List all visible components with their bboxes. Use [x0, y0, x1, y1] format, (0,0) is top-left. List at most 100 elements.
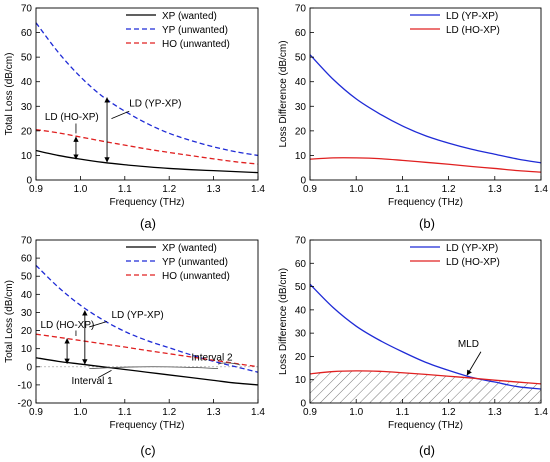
- y-tick-label: 0: [26, 362, 32, 373]
- chart-panel-d: 0 10 20 30 40 50 60 70 0.9 1.0 1.1 1.2 1.3 1.4 Frequen…: [278, 236, 548, 459]
- x-tick-label: 0.9: [303, 184, 317, 195]
- panel-caption: (a): [140, 216, 156, 231]
- y-tick-label: 30: [295, 102, 307, 113]
- series-line-0: [309, 283, 542, 390]
- y-tick-label: 10: [21, 344, 33, 355]
- plot-frame: [309, 239, 542, 404]
- annotation-interval-2: Interval 2: [191, 352, 233, 363]
- y-tick-label: 50: [21, 53, 33, 64]
- mld-arrow: [466, 351, 482, 376]
- interval-2-bracket: [217, 362, 241, 366]
- y-tick-label: 50: [295, 53, 307, 64]
- x-tick-label: 1.4: [534, 407, 548, 418]
- annotation-ld-ho-xp: LD (HO-XP): [45, 112, 99, 123]
- x-tick-label: 1.3: [488, 407, 502, 418]
- chart-panel-b: 0 10 20 30 40 50 60 70 0.9 1.0 1.1 1.2 1.3 1.4 Frequen…: [278, 4, 548, 232]
- y-tick-label: -10: [18, 380, 33, 391]
- annotation-mld: MLD: [458, 339, 479, 350]
- callout-line: [89, 321, 108, 328]
- x-tick-label: 1.3: [207, 407, 221, 418]
- series-line-0: [35, 149, 259, 174]
- y-tick-label: 60: [295, 28, 307, 39]
- x-tick-label: 1.3: [207, 184, 221, 195]
- legend-label: XP (wanted): [162, 11, 217, 22]
- y-axis-label: Total Loss (dB/cm): [4, 280, 15, 363]
- y-axis-label: Loss Difference (dB/cm): [278, 268, 289, 375]
- x-tick-label: 1.1: [395, 184, 409, 195]
- panel-caption: (d): [419, 443, 435, 458]
- y-tick-label: 70: [295, 236, 307, 247]
- series-line-0: [35, 357, 259, 386]
- y-tick-label: 40: [295, 77, 307, 88]
- series-line-1: [35, 264, 259, 373]
- y-tick-label: 40: [295, 305, 307, 316]
- series-line-1: [309, 370, 542, 385]
- legend-label: LD (YP-XP): [446, 11, 498, 22]
- x-tick-label: 1.2: [162, 184, 176, 195]
- plot-frame: [309, 7, 542, 181]
- chart-panel-c: -20 -10 0 10 20 30 40 50 60 70 0.9 1.0 1.1 1.2 1.3 1.4 F…: [4, 236, 265, 459]
- annotation-ld-yp-xp: LD (YP-XP): [129, 98, 181, 109]
- x-tick-label: 1.0: [73, 407, 87, 418]
- y-tick-label: 60: [21, 254, 33, 265]
- series-line-0: [309, 54, 542, 164]
- y-tick-label: 60: [21, 28, 33, 39]
- y-axis-label: Total Loss (dB/cm): [4, 53, 15, 136]
- x-tick-label: 1.0: [73, 184, 87, 195]
- y-tick-label: 20: [21, 126, 33, 137]
- legend-label: LD (HO-XP): [446, 257, 500, 268]
- x-tick-label: 1.1: [118, 407, 132, 418]
- panel-caption: (b): [419, 216, 435, 231]
- annotation-interval-1: Interval 1: [72, 376, 114, 387]
- series-line-1: [309, 157, 542, 173]
- y-tick-label: 10: [21, 151, 33, 162]
- y-tick-label: 30: [21, 308, 33, 319]
- callout-line: [111, 110, 130, 119]
- annotation-ld-ho-xp: LD (HO-XP): [40, 320, 94, 331]
- legend-label: HO (unwanted): [162, 39, 230, 50]
- y-tick-label: 20: [295, 352, 307, 363]
- series-line-2: [35, 128, 259, 165]
- y-tick-label: 10: [295, 375, 307, 386]
- callout-line: [97, 370, 112, 378]
- y-tick-label: 0: [26, 176, 32, 187]
- interval-1-bracket: [89, 366, 219, 369]
- x-tick-label: 1.4: [534, 184, 548, 195]
- plot-frame: [35, 7, 259, 181]
- y-tick-label: 40: [21, 77, 33, 88]
- y-tick-label: 70: [295, 4, 307, 15]
- x-axis-label: Frequency (THz): [388, 420, 463, 431]
- legend-label: HO (unwanted): [162, 271, 230, 282]
- x-axis-label: Frequency (THz): [109, 420, 184, 431]
- legend-label: LD (YP-XP): [446, 243, 498, 254]
- y-tick-label: 20: [21, 326, 33, 337]
- chart-panel-a: 0 10 20 30 40 50 60 70 0.9 1.0 1.1 1.2 1.3 1.4 Frequen…: [4, 4, 265, 232]
- legend-label: XP (wanted): [162, 243, 217, 254]
- x-tick-label: 0.9: [29, 407, 43, 418]
- x-tick-label: 1.4: [251, 184, 265, 195]
- x-tick-label: 1.2: [442, 407, 456, 418]
- x-tick-label: 1.0: [349, 184, 363, 195]
- y-tick-label: 0: [300, 176, 306, 187]
- x-tick-label: 0.9: [303, 407, 317, 418]
- y-tick-label: 30: [295, 329, 307, 340]
- y-tick-label: 30: [21, 102, 33, 113]
- mld-hatched-region: [310, 370, 541, 403]
- legend-label: LD (HO-XP): [446, 25, 500, 36]
- y-tick-label: 70: [21, 236, 33, 247]
- y-tick-label: 60: [295, 259, 307, 270]
- annotation-ld-yp-xp: LD (YP-XP): [111, 310, 163, 321]
- y-tick-label: 20: [295, 126, 307, 137]
- x-tick-label: 0.9: [29, 184, 43, 195]
- y-tick-label: 50: [295, 282, 307, 293]
- y-tick-label: 70: [21, 4, 33, 15]
- y-tick-label: -20: [18, 399, 33, 410]
- panel-caption: (c): [140, 443, 155, 458]
- x-axis-label: Frequency (THz): [109, 197, 184, 208]
- x-tick-label: 1.1: [395, 407, 409, 418]
- series-line-1: [35, 22, 259, 157]
- y-tick-label: 10: [295, 151, 307, 162]
- series-line-2: [35, 333, 259, 368]
- x-tick-label: 1.0: [349, 407, 363, 418]
